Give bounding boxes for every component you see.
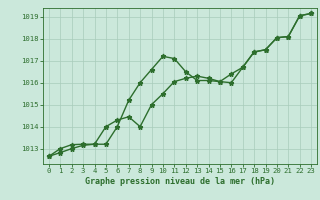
X-axis label: Graphe pression niveau de la mer (hPa): Graphe pression niveau de la mer (hPa) [85,177,275,186]
